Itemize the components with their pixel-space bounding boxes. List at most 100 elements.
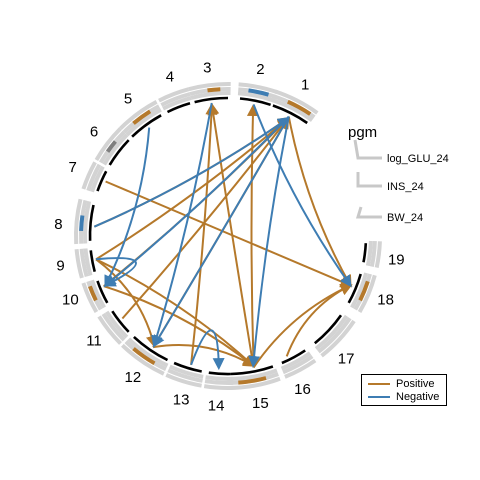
chromosome-label-17: 17 (338, 350, 355, 367)
track-band-9-2 (83, 248, 93, 276)
chromosome-label-9: 9 (56, 258, 64, 275)
track-mark-10-6 (88, 285, 98, 302)
track-band-5-0 (119, 100, 158, 130)
track-mark-5-3 (132, 109, 152, 125)
chromosome-label-1: 1 (301, 77, 309, 94)
legend-label-positive: Positive (396, 378, 435, 390)
track-band-16-0 (284, 358, 317, 379)
chromosome-label-8: 8 (54, 216, 62, 233)
track-band-13-2 (168, 364, 204, 379)
track-band-12-0 (121, 343, 165, 376)
chromosome-label-13: 13 (173, 391, 190, 408)
chromosome-label-7: 7 (69, 159, 77, 176)
track-line-log_GLU_24 (353, 139, 382, 160)
chart-legend: Positive Negative (361, 374, 447, 406)
chromosome-segment-6 (108, 139, 130, 166)
link-10-to-1-5 (103, 116, 290, 287)
legend-swatch-positive (368, 383, 390, 385)
track-band-3-0 (188, 81, 231, 92)
chromosome-label-18: 18 (377, 292, 394, 309)
track-mark-12-7 (132, 347, 156, 366)
track-mark-1-0 (286, 99, 312, 116)
link-11-to-1-7 (121, 116, 290, 320)
track-label-INS_24: INS_24 (387, 181, 424, 193)
chromosome-label-6: 6 (90, 123, 98, 140)
track-line-INS_24 (356, 172, 382, 188)
chromosome-segment-2 (239, 97, 272, 107)
chromosome-segment-3 (194, 96, 229, 104)
track-band-16-2 (280, 351, 312, 371)
chromosome-label-12: 12 (125, 369, 142, 386)
link-9-to-10-22 (95, 257, 137, 287)
chromosome-segment-12 (133, 335, 169, 362)
track-band-8-2 (82, 200, 92, 244)
track-band-6-0 (94, 127, 122, 162)
chromosome-segment-19 (362, 243, 368, 263)
track-band-15-2 (227, 368, 278, 382)
track-mark-6-4 (105, 140, 117, 153)
chromosome-label-11: 11 (86, 333, 102, 350)
link-2-to-18-21 (252, 104, 352, 288)
chromosome-segment-17 (313, 314, 343, 345)
track-band-17-0 (320, 319, 356, 358)
track-band-17-2 (314, 314, 349, 351)
track-label-pgm: pgm (348, 124, 377, 141)
link-10-to-15-6 (103, 285, 256, 368)
track-band-13-1 (167, 368, 203, 383)
track-band-4-1 (160, 92, 191, 107)
track-band-4-2 (162, 95, 192, 111)
chromosome-segment-14 (208, 371, 231, 376)
track-mark-3-2 (207, 87, 221, 93)
chromosome-segment-4 (166, 102, 191, 114)
link-13-to-3-9 (190, 102, 218, 365)
track-mark-8-5 (79, 215, 85, 231)
legend-entry-negative: Negative (368, 390, 439, 404)
chromosome-segment-15 (230, 365, 274, 376)
track-band-7-2 (90, 165, 105, 193)
link-1-to-15-19 (248, 116, 290, 368)
legend-entry-positive: Positive (368, 377, 435, 391)
chromosome-label-16: 16 (294, 381, 311, 398)
track-mark-2-1 (248, 88, 270, 97)
chromosome-segment-7 (96, 170, 108, 192)
link-16-to-18-13 (285, 284, 353, 357)
track-band-5-2 (125, 107, 162, 137)
track-band-10-0 (81, 282, 99, 314)
track-band-18-0 (357, 274, 377, 313)
legend-swatch-negative (368, 396, 390, 398)
link-3-to-12-17 (151, 102, 213, 348)
chromosome-label-15: 15 (252, 395, 269, 412)
chromosome-segment-16 (281, 349, 306, 365)
track-band-17-1 (317, 317, 352, 354)
chromosome-label-2: 2 (256, 61, 264, 78)
chromosome-label-19: 19 (388, 252, 405, 269)
link-13-to-14-23 (190, 329, 225, 371)
track-band-10-2 (90, 279, 106, 309)
chromosome-segment-10 (96, 280, 109, 304)
track-band-13-0 (165, 373, 202, 388)
track-band-11-1 (101, 312, 126, 342)
track-band-9-0 (74, 249, 84, 279)
link-7-to-18-0 (105, 180, 353, 288)
track-band-6-2 (102, 133, 129, 166)
chromosome-segment-8 (88, 204, 95, 241)
track-band-18-2 (350, 272, 369, 309)
track-band-9-1 (79, 248, 89, 278)
track-band-19-2 (365, 240, 373, 267)
track-band-2-0 (238, 82, 279, 95)
link-9-to-15-3 (95, 258, 255, 368)
track-band-3-2 (190, 90, 231, 100)
chromosome-label-14: 14 (208, 398, 225, 415)
track-band-4-0 (158, 87, 190, 103)
chromosome-label-10: 10 (62, 292, 79, 309)
track-mark-15-8 (238, 376, 267, 385)
track-label-log_GLU_24: log_GLU_24 (387, 153, 449, 165)
link-1-to-18-14 (287, 116, 352, 288)
link-12-to-15-15 (152, 343, 256, 367)
track-band-12-2 (127, 337, 169, 368)
track-band-11-2 (105, 310, 129, 339)
legend-label-negative: Negative (396, 391, 440, 403)
link-1-to-10-24 (103, 115, 290, 287)
link-15-to-3-10 (207, 102, 255, 368)
